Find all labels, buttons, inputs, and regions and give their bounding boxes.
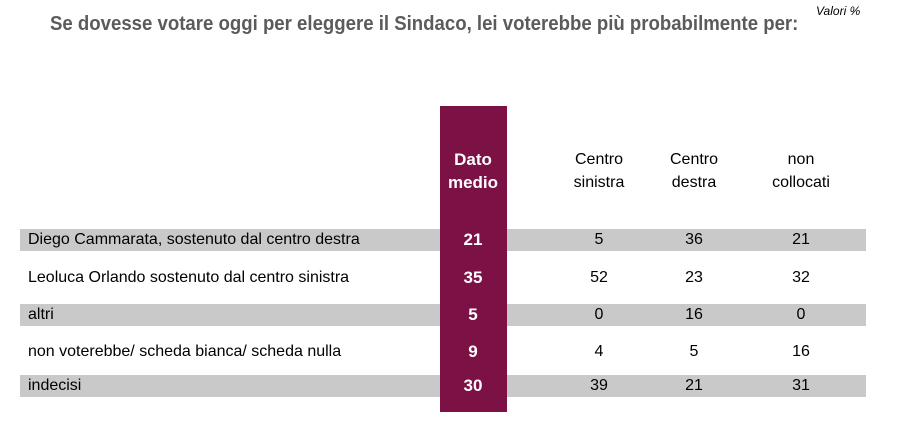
units-label: Valori % [816,4,861,18]
table-cell: 5 [468,305,478,324]
row-label: indecisi [28,377,82,394]
column-header: Centro sinistra [573,151,625,191]
row-label: Leoluca Orlando sostenuto dal centro sin… [28,269,350,286]
table-cell: 4 [594,343,604,360]
table-cell: 5 [689,343,699,360]
column-header: Dato medio [447,150,499,192]
dato-medio-highlight [440,106,507,412]
table-cell: 21 [685,377,703,394]
row-label: Diego Cammarata, sostenuto dal centro de… [28,231,360,248]
column-header: Centro destra [669,151,719,191]
row-label: altri [28,306,54,323]
row-label: non voterebbe/ scheda bianca/ scheda nul… [28,343,342,360]
table-cell: 9 [468,342,478,361]
table-cell: 21 [463,230,483,249]
table-cell: 16 [792,343,810,360]
table-cell: 31 [792,377,810,394]
table-cell: 21 [792,231,810,248]
table-cell: 0 [796,306,806,323]
table-cell: 16 [685,306,703,323]
column-header: non collocati [772,151,830,191]
table-cell: 52 [590,269,608,286]
table-cell: 35 [463,268,483,287]
table-cell: 5 [594,231,604,248]
table-cell: 39 [590,377,608,394]
table-cell: 23 [685,269,703,286]
chart-title: Se dovesse votare oggi per eleggere il S… [50,13,799,35]
table-cell: 32 [792,269,810,286]
table-cell: 36 [685,231,703,248]
table-cell: 0 [594,306,604,323]
table-cell: 30 [463,376,483,395]
